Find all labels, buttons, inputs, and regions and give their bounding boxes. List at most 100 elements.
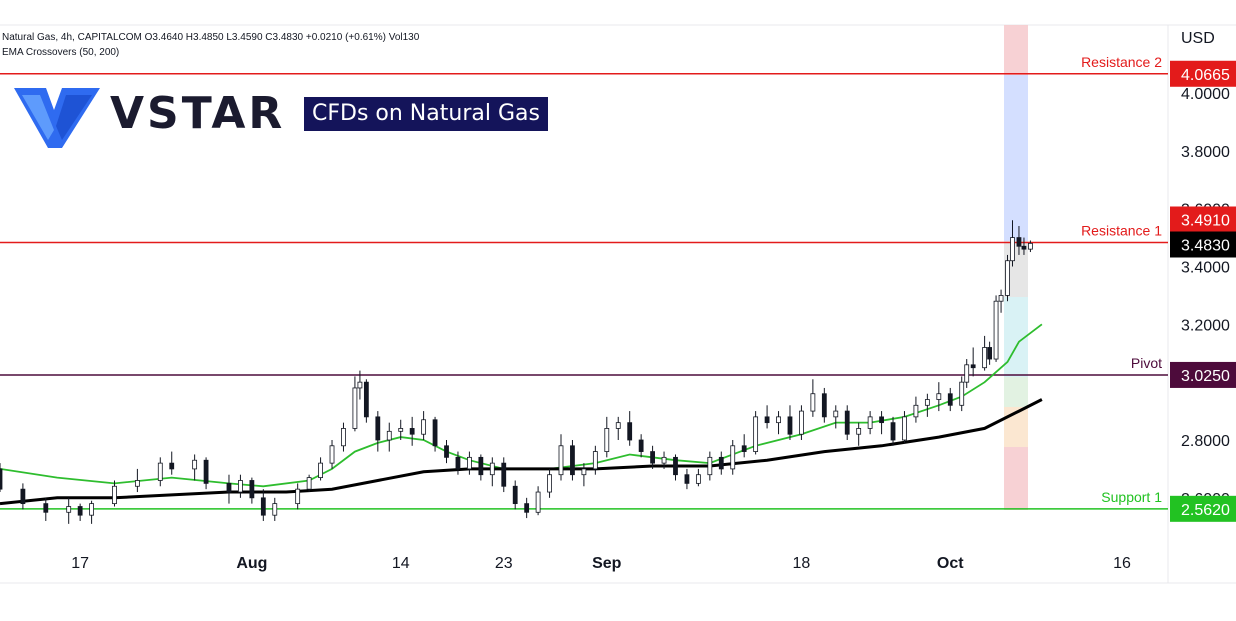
candle-body [134,480,140,487]
y-tick-label: 3.2000 [1181,317,1230,334]
candle-body [89,503,94,516]
candle-body [535,491,541,513]
candle-body [478,456,484,476]
candle-body [467,456,472,470]
candle-body [936,393,942,400]
candle-body [993,300,999,360]
candle-body [1005,260,1010,296]
candle-body [661,456,667,464]
level-price-badge [1170,206,1236,233]
x-tick-label: 16 [1113,555,1131,572]
level-price-badge [1170,60,1236,87]
zone-target-blue [1004,75,1028,241]
candle-body [615,422,621,429]
y-tick-label: 2.8000 [1181,433,1230,450]
candle-body [810,393,816,412]
candle-body [409,428,415,435]
candle-body [547,474,552,493]
candle-body [776,416,781,424]
candle-body [363,381,369,418]
candle-body [570,445,575,476]
candle-body [329,445,335,464]
x-tick-label: Aug [236,555,267,572]
indicator-info: EMA Crossovers (50, 200) [2,47,120,58]
ema-line [0,398,1043,506]
candle-body [558,445,564,476]
candle-body [799,410,804,435]
candle-body [964,364,970,383]
candle-body [157,462,163,481]
candle-body [787,416,793,435]
zone-stop-loss-bottom [1004,447,1028,510]
candle-body [695,474,701,484]
candle-body [924,399,930,406]
candle-body [650,451,655,464]
candle-body [512,485,518,505]
candle-body [1021,245,1027,250]
last-price-badge [1170,231,1236,258]
y-axis: 4.00003.80003.60003.40003.20002.80002.60… [1170,60,1236,522]
candle-body [730,445,736,470]
candle-body [432,419,438,447]
candle-body [272,503,278,516]
candle-body [684,474,690,484]
candle-body [998,295,1004,302]
candle-body [386,430,392,441]
level-price-label: 2.5620 [1181,502,1230,519]
x-tick-label: Sep [592,555,622,572]
level-name: Pivot [1131,355,1162,371]
candle-body [238,480,243,493]
candle-body [856,428,862,435]
candle-body [352,387,358,429]
candle-body [982,347,988,369]
vstar-v-logo-icon [14,88,100,148]
level-name: Resistance 2 [1081,54,1162,70]
candle-body [226,482,232,493]
candle-body [455,456,461,470]
level-price-label: 3.4910 [1181,212,1230,229]
x-axis: 17 Aug 14 23 Sep 18 Oct 16 [71,555,1131,572]
candle-body [902,416,907,441]
last-price-label: 3.4830 [1181,237,1230,254]
candle-body [0,468,3,490]
candle-body [879,416,884,424]
candle-body [867,416,873,429]
candle-body [592,451,598,470]
candle-body [398,428,404,432]
symbol-info: Natural Gas, 4h, CAPITALCOM O3.4640 H3.4… [2,32,420,43]
candle-body [77,506,83,516]
level-price-label: 4.0665 [1181,67,1230,84]
y-tick-label: 3.4000 [1181,260,1230,277]
x-tick-label: Oct [937,555,964,572]
candle-body [741,445,747,452]
candle-body [890,422,896,441]
level-price-label: 3.0250 [1181,368,1230,385]
candle-body [318,462,323,478]
y-tick-label: 3.8000 [1181,144,1230,161]
x-tick-label: 17 [71,555,89,572]
candle-body [718,456,724,470]
y-tick-label: 4.0000 [1181,86,1230,103]
candle-body [489,462,495,476]
x-tick-label: 14 [392,555,410,572]
zone-green [1004,377,1028,407]
zone-stop-loss-top [1004,25,1028,75]
candle-body [341,428,346,447]
candle-body [764,416,770,424]
candle-body [306,477,312,490]
candle-body [627,422,633,441]
candle-body [913,404,919,418]
candle-body [959,381,965,406]
candle-body [524,503,530,513]
level-price-badge [1170,361,1236,388]
candle-body [604,428,610,452]
candle-body [707,456,713,476]
currency-selector[interactable]: USD [1181,30,1215,47]
candle-body [43,503,49,513]
candle-body [112,485,117,505]
candle-body [192,459,198,470]
candles-layer [0,220,1033,524]
candle-body [821,393,827,418]
candle-body [421,419,427,435]
